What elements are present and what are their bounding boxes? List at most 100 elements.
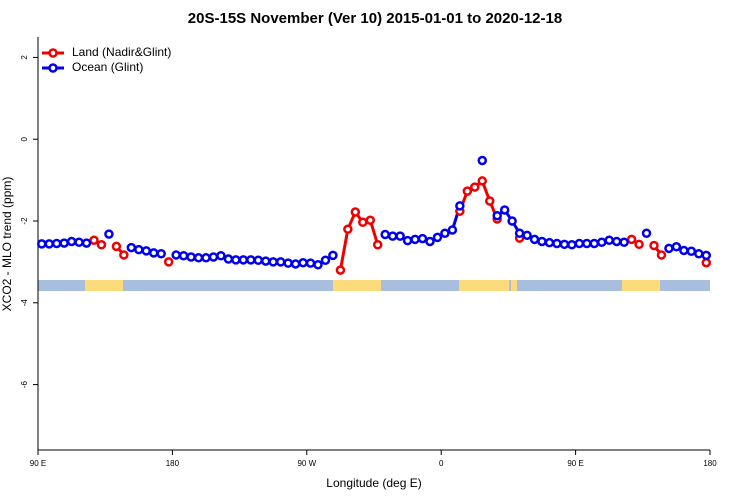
point [238,255,249,265]
point [343,224,353,234]
point [604,235,614,245]
point [537,236,547,247]
point [686,246,697,257]
point [649,240,659,251]
point [313,260,323,270]
point [417,233,428,244]
point [477,155,488,166]
point [484,196,495,206]
y-tick-label: 2 [20,55,29,60]
point [387,231,398,241]
point [335,265,346,275]
point [148,248,159,258]
legend-label: Land (Nadir&Glint) [72,45,171,59]
point [529,234,540,245]
x-tick-label: 0 [439,459,444,468]
point [634,239,644,250]
point [410,234,420,245]
x-tick-label: 90 E [567,459,583,468]
point [275,257,286,267]
point [89,235,99,245]
point [223,254,234,264]
point [126,242,137,253]
point [544,237,555,248]
x-tick-label: 180 [703,459,717,468]
point [320,255,331,266]
point [178,251,189,261]
point [358,217,368,227]
y-tick-label: -4 [20,299,29,307]
point [626,234,637,245]
point [402,235,413,246]
point [59,238,69,248]
point [596,237,607,248]
legend: Land (Nadir&Glint)Ocean (Glint) [42,45,171,74]
point [559,239,570,250]
point [574,238,585,249]
point [328,250,338,261]
point [679,245,689,256]
point [156,248,166,259]
point [514,228,525,239]
point [395,231,405,241]
point [671,242,682,252]
point [260,256,271,266]
point [111,241,122,252]
point [365,215,376,225]
point [462,186,473,196]
point [231,255,241,265]
point [74,237,84,248]
point [701,250,712,261]
point [567,239,577,250]
point [455,201,465,211]
point [499,205,510,215]
land-mask [38,280,710,291]
point [492,210,502,221]
legend-marker [48,63,58,73]
point [134,244,144,255]
point [44,239,54,249]
y-tick-label: 0 [20,136,29,141]
point [372,239,383,250]
point [305,258,316,268]
point [246,255,256,265]
chart-title: 20S-15S November (Ver 10) 2015-01-01 to … [188,10,562,27]
point [589,238,600,249]
point [171,250,181,260]
mask-land [459,280,509,291]
point [432,232,443,243]
point [104,229,114,239]
point [477,176,488,186]
point [380,229,390,240]
point [81,238,92,248]
point [694,248,704,259]
point [193,253,204,263]
point [253,255,264,266]
point [186,252,196,262]
point [664,243,674,254]
mask-land [622,280,660,291]
point [119,250,129,260]
y-tick-label: -2 [20,217,29,225]
mask-land [511,280,517,291]
y-tick-label: -6 [20,380,29,388]
point [552,238,562,249]
point [619,237,629,248]
point [656,250,667,260]
x-tick-label: 180 [166,459,180,468]
point [201,253,211,263]
point [582,238,592,249]
x-tick-label: 90 W [297,459,316,468]
point [447,225,458,235]
point [470,182,480,192]
point [208,252,219,262]
point [507,216,517,226]
point [701,257,712,268]
point [641,228,652,239]
point [141,246,152,256]
mask-land [85,280,123,291]
x-tick-label: 90 E [30,459,46,468]
point [51,238,62,249]
point [611,236,622,247]
